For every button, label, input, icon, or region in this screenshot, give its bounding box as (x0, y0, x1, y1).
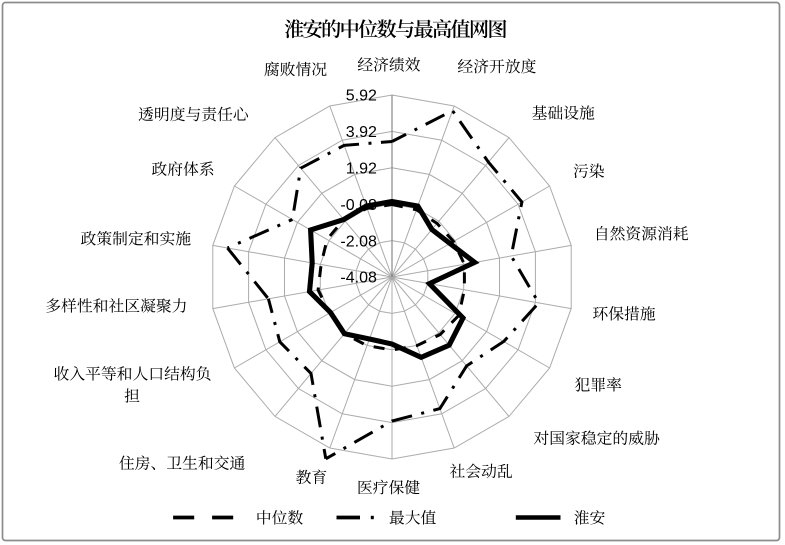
svg-text:3.92: 3.92 (346, 124, 377, 141)
svg-text:-2.08: -2.08 (340, 233, 377, 250)
svg-text:-0.08: -0.08 (340, 197, 377, 214)
svg-text:1.92: 1.92 (346, 161, 377, 178)
svg-text:-4.08: -4.08 (340, 270, 377, 287)
svg-text:5.92: 5.92 (346, 88, 377, 105)
